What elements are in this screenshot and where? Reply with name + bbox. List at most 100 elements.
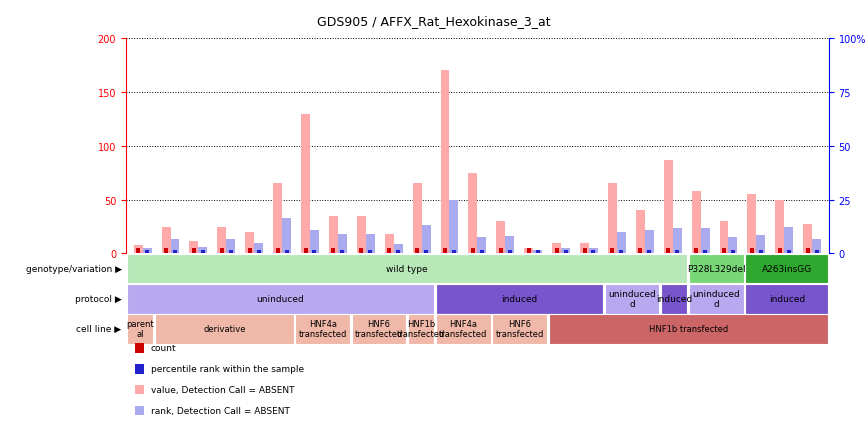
- Bar: [471, 249, 475, 254]
- Bar: [536, 251, 540, 254]
- Text: percentile rank within the sample: percentile rank within the sample: [151, 365, 304, 373]
- Bar: [189, 241, 199, 254]
- Bar: [329, 216, 338, 254]
- Bar: [164, 249, 168, 254]
- Bar: [142, 249, 152, 254]
- Bar: [667, 249, 670, 254]
- Text: uninduced: uninduced: [257, 295, 305, 303]
- Bar: [700, 228, 709, 254]
- Bar: [217, 227, 227, 254]
- Bar: [304, 249, 307, 254]
- Text: wild type: wild type: [386, 265, 428, 273]
- Bar: [246, 232, 254, 254]
- Bar: [312, 251, 317, 254]
- Bar: [703, 251, 707, 254]
- Bar: [608, 184, 617, 254]
- Bar: [610, 249, 615, 254]
- Bar: [505, 237, 514, 254]
- Bar: [227, 240, 235, 254]
- Text: HNF4a
transfected: HNF4a transfected: [299, 319, 347, 339]
- Text: A263insGG: A263insGG: [761, 265, 812, 273]
- Bar: [201, 251, 205, 254]
- Bar: [170, 240, 180, 254]
- Bar: [638, 249, 642, 254]
- Bar: [692, 191, 700, 254]
- Bar: [480, 251, 483, 254]
- Bar: [815, 251, 819, 254]
- Bar: [145, 251, 149, 254]
- Bar: [786, 251, 791, 254]
- Bar: [673, 228, 681, 254]
- Bar: [636, 211, 645, 254]
- Text: HNF6
transfected: HNF6 transfected: [355, 319, 403, 339]
- Bar: [675, 251, 679, 254]
- Bar: [785, 227, 793, 254]
- Text: value, Detection Call = ABSENT: value, Detection Call = ABSENT: [151, 385, 294, 394]
- Bar: [580, 243, 589, 254]
- Text: genotype/variation ▶: genotype/variation ▶: [25, 265, 122, 273]
- Bar: [664, 161, 673, 254]
- Bar: [415, 249, 419, 254]
- Text: uninduced
d: uninduced d: [608, 289, 656, 309]
- Text: cell line ▶: cell line ▶: [76, 325, 122, 333]
- Bar: [527, 249, 530, 254]
- Bar: [555, 249, 559, 254]
- Text: rank, Detection Call = ABSENT: rank, Detection Call = ABSENT: [151, 406, 290, 415]
- Text: HNF4a
transfected: HNF4a transfected: [439, 319, 488, 339]
- Bar: [731, 251, 735, 254]
- Bar: [563, 251, 568, 254]
- Bar: [552, 243, 561, 254]
- Bar: [136, 249, 140, 254]
- Bar: [582, 249, 587, 254]
- Bar: [561, 249, 570, 254]
- Bar: [229, 251, 233, 254]
- Bar: [533, 251, 542, 254]
- Text: parent
al: parent al: [126, 319, 154, 339]
- Bar: [803, 225, 812, 254]
- Bar: [806, 249, 810, 254]
- Bar: [496, 222, 505, 254]
- Bar: [443, 249, 447, 254]
- Bar: [759, 251, 763, 254]
- Text: derivative: derivative: [203, 325, 246, 333]
- Bar: [775, 200, 785, 254]
- Bar: [396, 251, 400, 254]
- Bar: [134, 245, 142, 254]
- Bar: [524, 249, 533, 254]
- Bar: [332, 249, 335, 254]
- Bar: [276, 249, 279, 254]
- Bar: [508, 251, 512, 254]
- Text: induced: induced: [502, 295, 537, 303]
- Bar: [756, 236, 766, 254]
- Text: induced: induced: [656, 295, 693, 303]
- Bar: [285, 251, 288, 254]
- Bar: [161, 227, 170, 254]
- Bar: [282, 218, 291, 254]
- Bar: [722, 249, 726, 254]
- Text: GDS905 / AFFX_Rat_Hexokinase_3_at: GDS905 / AFFX_Rat_Hexokinase_3_at: [317, 15, 551, 28]
- Bar: [394, 244, 403, 254]
- Bar: [720, 222, 728, 254]
- Bar: [273, 184, 282, 254]
- Bar: [199, 247, 207, 254]
- Text: HNF6
transfected: HNF6 transfected: [496, 319, 543, 339]
- Bar: [778, 249, 782, 254]
- Bar: [591, 251, 595, 254]
- Bar: [750, 249, 754, 254]
- Bar: [192, 249, 196, 254]
- Bar: [645, 230, 654, 254]
- Bar: [368, 251, 372, 254]
- Text: protocol ▶: protocol ▶: [75, 295, 122, 303]
- Bar: [385, 234, 394, 254]
- Bar: [452, 251, 456, 254]
- Bar: [469, 173, 477, 254]
- Bar: [589, 249, 598, 254]
- Text: count: count: [151, 344, 176, 352]
- Bar: [359, 249, 364, 254]
- Bar: [247, 249, 252, 254]
- Bar: [812, 240, 821, 254]
- Bar: [340, 251, 345, 254]
- Bar: [412, 184, 422, 254]
- Bar: [254, 243, 263, 254]
- Text: HNF1b
transfected: HNF1b transfected: [397, 319, 445, 339]
